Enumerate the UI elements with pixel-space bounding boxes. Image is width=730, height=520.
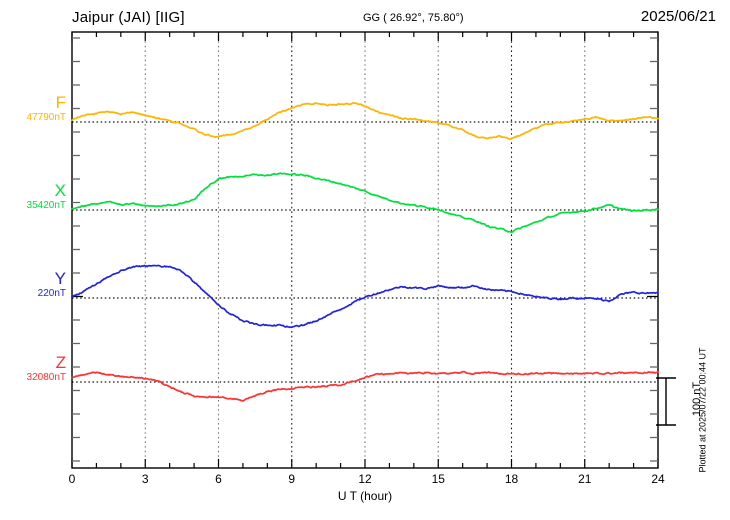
x-tick-label-9: 9: [288, 472, 296, 486]
observation-date: 2025/06/21: [640, 8, 716, 25]
component-baseline-y: 220nT: [37, 288, 66, 299]
component-label-z: Z 32080nT: [27, 354, 66, 384]
data-traces: [71, 101, 659, 402]
geographic-coordinates: GG ( 26.92°, 75.80°): [363, 12, 464, 24]
y-axis-ticks: [72, 37, 658, 462]
plot-timestamp: Plotted at 2025/07/22 00:44 UT: [697, 347, 708, 473]
x-tick-label-18: 18: [504, 472, 519, 486]
x-tick-label-6: 6: [215, 472, 222, 486]
x-tick-label-0: 0: [68, 472, 76, 486]
component-label-x: X 35420nT: [27, 182, 66, 212]
scale-bar: [656, 377, 676, 426]
x-tick-label-12: 12: [358, 472, 372, 486]
x-tick-label-21: 21: [578, 472, 592, 486]
x-tick-label-24: 24: [651, 472, 665, 486]
component-label-f: F 47790nT: [27, 94, 66, 124]
component-symbol-y: Y: [54, 269, 66, 288]
component-label-y: Y 220nT: [38, 270, 66, 300]
gridlines: [144, 32, 586, 468]
x-tick-label-3: 3: [141, 472, 149, 486]
component-baseline-x: 35420nT: [26, 200, 66, 211]
station-title: Jaipur (JAI) [IIG]: [72, 9, 185, 26]
component-baseline-z: 32080nT: [26, 372, 66, 383]
component-baseline-f: 47790nT: [26, 112, 66, 123]
x-tick-label-15: 15: [431, 472, 445, 486]
x-axis-ticks: [71, 32, 659, 468]
component-symbol-f: F: [55, 93, 66, 112]
component-symbol-z: Z: [55, 353, 66, 372]
x-axis-title: U T (hour): [337, 489, 393, 503]
component-symbol-x: X: [54, 181, 66, 200]
